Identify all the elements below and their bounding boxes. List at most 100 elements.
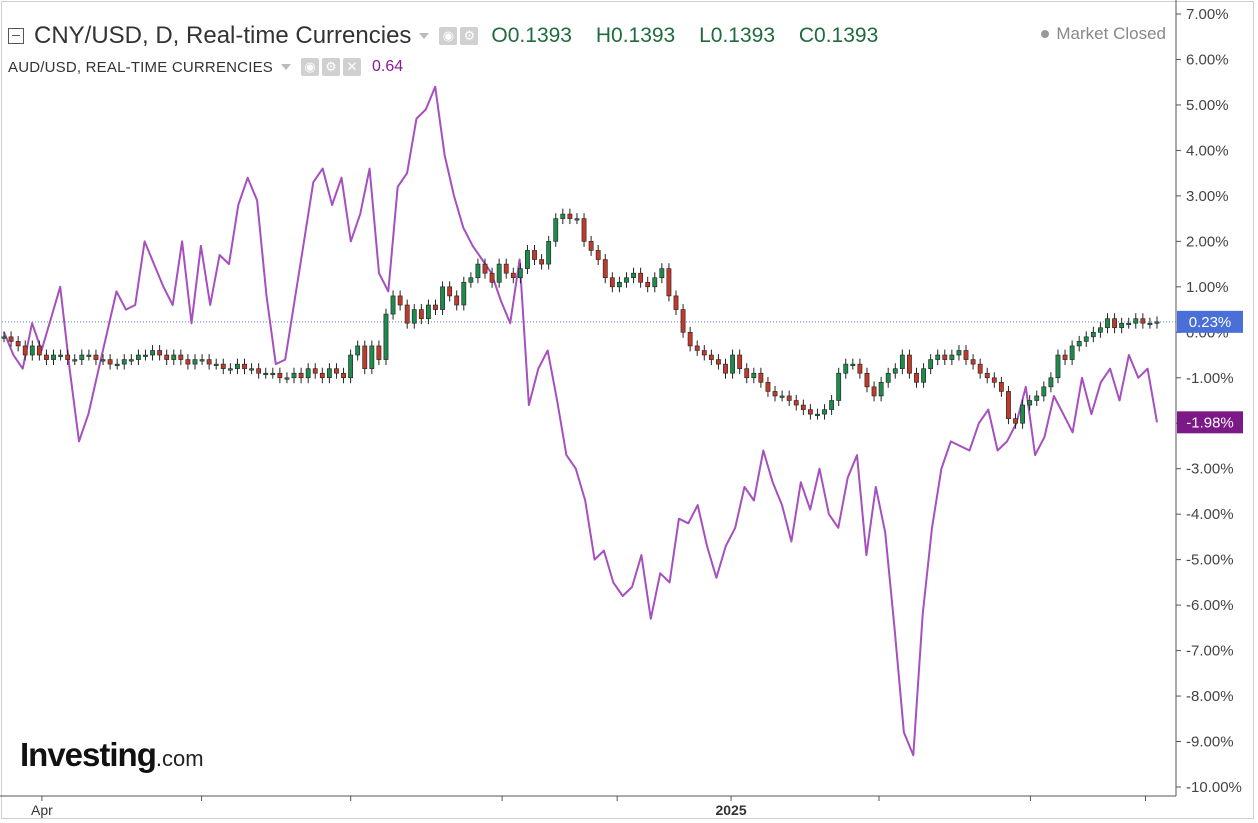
logo-name: Investing xyxy=(20,736,157,773)
candle-body xyxy=(581,218,587,242)
candle-body xyxy=(984,372,990,379)
candle-body xyxy=(298,372,304,379)
compare-series-value: 0.64 xyxy=(372,58,404,75)
candle-body xyxy=(334,368,339,374)
candle-body xyxy=(220,363,226,369)
candle-body xyxy=(199,359,205,362)
ohlc-values: O0.1393 H0.1393 L0.1393 C0.1393 xyxy=(491,24,896,48)
y-tick-label: -4.00% xyxy=(1186,506,1234,523)
candle-body xyxy=(553,218,559,242)
gear-icon[interactable]: ⚙ xyxy=(460,27,479,45)
y-tick-label: -10.00% xyxy=(1186,779,1242,796)
candle-body xyxy=(397,295,403,306)
candle-body xyxy=(440,286,445,310)
candle-body xyxy=(928,359,934,369)
candle-body xyxy=(1006,391,1011,419)
candle-body xyxy=(461,281,467,306)
candle-body xyxy=(546,241,552,265)
candle-body xyxy=(914,372,919,383)
collapse-legend-icon[interactable] xyxy=(8,28,24,44)
plot-area[interactable] xyxy=(1,85,1176,757)
candle-body xyxy=(737,354,743,369)
candle-body xyxy=(1140,318,1146,324)
candle-body xyxy=(362,345,368,369)
close-value: C0.1393 xyxy=(798,24,879,47)
candle-body xyxy=(829,400,835,410)
last-value-label-aud-bg xyxy=(1177,411,1243,434)
candle-body xyxy=(716,359,721,365)
main-series-title[interactable]: CNY/USD, D, Real-time Currencies xyxy=(34,22,412,49)
y-tick-label: -5.00% xyxy=(1186,552,1234,569)
market-status-text: Market Closed xyxy=(1056,24,1166,43)
candle-body xyxy=(1147,322,1153,326)
candle-body xyxy=(319,372,325,379)
y-tick-label: 4.00% xyxy=(1186,142,1229,159)
chevron-down-icon[interactable] xyxy=(419,33,430,39)
candle-body xyxy=(404,304,410,324)
candle-body xyxy=(857,363,863,374)
candle-body xyxy=(433,304,438,310)
candle-body xyxy=(1133,318,1139,324)
y-tick-label: 5.00% xyxy=(1186,97,1229,114)
candle-body xyxy=(29,345,35,356)
candle-body xyxy=(128,359,134,362)
candle-body xyxy=(411,309,417,324)
candle-body xyxy=(305,368,311,379)
candle-body xyxy=(921,368,926,383)
candle-body xyxy=(58,354,63,357)
candle-body xyxy=(701,350,707,356)
candle-body xyxy=(807,409,813,415)
candle-body xyxy=(235,363,240,369)
y-tick-label: 1.00% xyxy=(1186,279,1229,296)
candle-body xyxy=(326,368,332,379)
candle-body xyxy=(822,409,827,415)
candle-body xyxy=(1154,321,1160,324)
candle-body xyxy=(1,336,7,339)
candle-body xyxy=(79,354,85,360)
compare-series-title[interactable]: AUD/USD, REAL-TIME CURRENCIES xyxy=(8,58,273,76)
candle-body xyxy=(86,354,92,357)
high-value: H0.1393 xyxy=(595,24,676,47)
candle-body xyxy=(1062,354,1068,360)
last-value-label-aud: -1.98% xyxy=(1186,414,1234,431)
candle-body xyxy=(44,354,49,360)
candle-body xyxy=(560,213,566,219)
candle-body xyxy=(1020,404,1026,424)
candle-body xyxy=(1112,318,1117,329)
last-value-label-cny-bg xyxy=(1177,310,1243,333)
candle-body xyxy=(263,372,269,376)
candle-body xyxy=(645,281,651,288)
candle-body xyxy=(503,263,509,274)
close-icon[interactable]: ✕ xyxy=(343,58,361,76)
candle-body xyxy=(1090,331,1096,338)
candle-body xyxy=(602,259,608,279)
candle-body xyxy=(185,359,191,365)
candle-body xyxy=(178,354,184,360)
candle-body xyxy=(100,359,106,362)
candle-body xyxy=(666,268,672,297)
candle-body xyxy=(949,354,955,360)
candle-body xyxy=(730,354,735,374)
candle-body xyxy=(517,268,523,279)
eye-icon[interactable]: ◉ xyxy=(439,27,458,45)
candle-body xyxy=(567,213,573,219)
gear-icon[interactable]: ⚙ xyxy=(322,58,340,76)
x-tick-label: 2025 xyxy=(715,802,746,818)
candle-body xyxy=(850,363,856,366)
candle-body xyxy=(574,218,580,221)
candle-body xyxy=(659,268,665,279)
candle-body xyxy=(1041,386,1047,397)
candle-body xyxy=(843,363,849,374)
chevron-down-icon[interactable] xyxy=(281,64,291,70)
candle-body xyxy=(779,395,785,398)
candle-body xyxy=(998,382,1004,392)
eye-icon[interactable]: ◉ xyxy=(301,58,319,76)
candle-body xyxy=(532,250,537,260)
candle-body xyxy=(878,382,884,397)
candle-body xyxy=(638,272,644,283)
candle-body xyxy=(72,359,78,362)
candle-body xyxy=(107,359,113,365)
candle-body xyxy=(213,363,219,366)
